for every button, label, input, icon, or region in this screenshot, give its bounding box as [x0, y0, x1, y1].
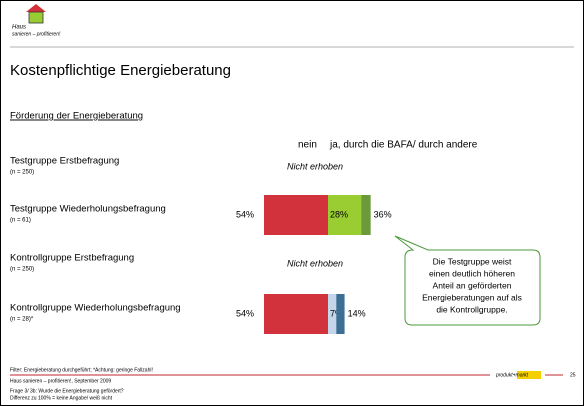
sample-size: (n = 28)* — [10, 317, 34, 323]
bar-segment — [264, 294, 328, 334]
callout-text: Die Testgruppe weist — [433, 256, 512, 266]
logo-text: Haus — [12, 25, 26, 31]
category-label: Kontrollgruppe Wiederholungsbefragung — [10, 303, 181, 314]
category-label: Testgruppe Wiederholungsbefragung — [10, 204, 166, 215]
callout-text: die Kontrollgruppe. — [436, 304, 507, 314]
logo-text: sanieren – profitieren! — [12, 31, 61, 37]
footer-text: Haus sanieren – profitieren!, September … — [10, 378, 111, 384]
bar-segment — [336, 294, 345, 334]
logo: Haus sanieren – profitieren! — [12, 4, 61, 37]
callout-box — [394, 235, 541, 326]
missing-note: Nicht erhoben — [287, 161, 343, 171]
legend-entry: ja, durch die BAFA/ durch andere — [329, 140, 478, 151]
sample-size: (n = 250) — [10, 170, 34, 176]
footer-text: Differenz zu 100% = keine Angabe/ weiß n… — [10, 395, 113, 401]
logo-house — [28, 11, 44, 24]
bar-segment — [327, 195, 362, 235]
value-label: 54% — [236, 209, 254, 219]
bar-segment — [361, 195, 371, 235]
bar-segment — [264, 195, 328, 235]
footer-filter: Filter: Energieberatung durchgeführt; *A… — [10, 367, 153, 373]
missing-note: Nicht erhoben — [287, 258, 343, 268]
sample-size: (n = 250) — [10, 267, 34, 273]
category-label: Testgruppe Erstbefragung — [10, 156, 119, 167]
callout-text: einen deutlich höheren — [429, 268, 515, 278]
brand-mark — [517, 371, 541, 379]
callout — [394, 235, 541, 326]
title: Kostenpflichtige Energieberatung — [10, 62, 231, 79]
callout-text: Anteil an geförderten — [433, 280, 512, 290]
footer-text: Frage 3/ 3b: Wurde die Energieberatung g… — [10, 388, 124, 394]
subtitle: Förderung der Energieberatung — [10, 111, 143, 122]
value-label: 54% — [236, 308, 254, 318]
brand: produkt+markt — [495, 372, 529, 378]
sample-size: (n = 61) — [10, 218, 31, 224]
total-label: 36% — [374, 209, 392, 219]
page-number: 25 — [570, 372, 576, 378]
total-label: 14% — [348, 308, 366, 318]
bar-segment — [327, 294, 337, 334]
category-label: Kontrollgruppe Erstbefragung — [10, 253, 134, 264]
legend-entry: nein — [298, 140, 317, 151]
callout-text: Energieberatungen auf als — [422, 292, 522, 302]
value-label: 28% — [330, 209, 348, 219]
logo-roof — [26, 4, 46, 12]
